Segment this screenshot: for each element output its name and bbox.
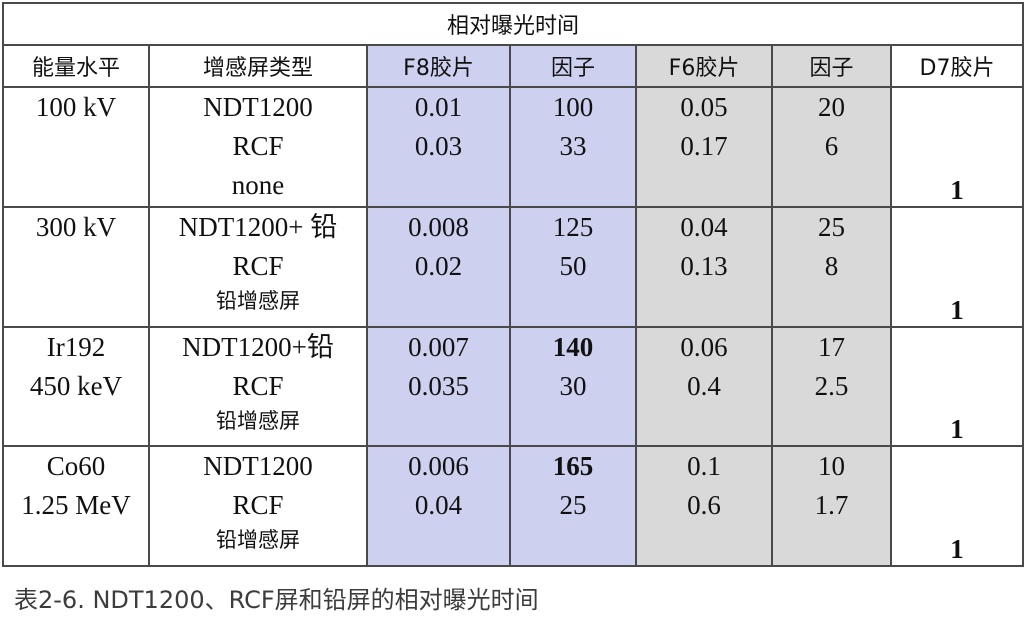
header-f8-factor: 因子 bbox=[509, 44, 637, 88]
f8-factor-cell: 140 30 bbox=[509, 325, 637, 448]
exposure-table: 相对曝光时间 能量水平 增感屏类型 F8胶片 因子 F6胶片 因子 D7胶片 1… bbox=[1, 2, 1024, 567]
f6-value: 0.4 bbox=[687, 370, 721, 401]
f8-value: 0.02 bbox=[414, 250, 463, 281]
table-title: 相对曝光时间 bbox=[1, 2, 1024, 46]
f8-value: 0.006 bbox=[408, 451, 469, 482]
energy-level-line: Co60 bbox=[46, 451, 106, 482]
f6-value-cell: 0.1 0.6 bbox=[635, 445, 773, 567]
table-row: 300 kV NDT1200+ 铅 RCF 铅增感屏 0.008 0.02 12… bbox=[2, 205, 1024, 328]
f6-factor: 17 bbox=[818, 331, 845, 362]
d7-value-cell: 1 bbox=[889, 445, 1024, 567]
f8-factor: 25 bbox=[559, 490, 587, 521]
screen-type-cell: NDT1200 RCF 铅增感屏 bbox=[148, 445, 368, 567]
f6-value: 0.06 bbox=[680, 331, 728, 362]
screen-type-cell: NDT1200 RCF none bbox=[148, 86, 368, 208]
energy-level-line: 300 kV bbox=[35, 211, 117, 242]
f8-value-cell: 0.007 0.035 bbox=[366, 325, 511, 448]
energy-level-cell: Co60 1.25 MeV bbox=[2, 445, 150, 567]
d7-value-cell: 1 bbox=[889, 325, 1024, 448]
f8-value-cell: 0.006 0.04 bbox=[366, 445, 511, 567]
f8-factor: 50 bbox=[559, 250, 587, 281]
energy-level-cell: 300 kV bbox=[2, 205, 150, 328]
d7-value-cell: 1 bbox=[889, 205, 1024, 328]
header-f6-film: F6胶片 bbox=[635, 44, 773, 88]
f6-value: 0.04 bbox=[680, 211, 728, 242]
header-f8-film: F8胶片 bbox=[366, 44, 511, 88]
screen-type-line: RCF bbox=[232, 131, 284, 161]
energy-level-line: Ir192 bbox=[46, 331, 106, 362]
header-energy-level: 能量水平 bbox=[2, 44, 150, 88]
table-row: Co60 1.25 MeV NDT1200 RCF 铅增感屏 0.006 0.0… bbox=[2, 445, 1024, 567]
f6-value: 0.6 bbox=[687, 490, 721, 521]
f8-value: 0.008 bbox=[408, 211, 469, 242]
table-row: Ir192 450 keV NDT1200+铅 RCF 铅增感屏 0.007 0… bbox=[2, 325, 1024, 448]
f8-value-cell: 0.008 0.02 bbox=[366, 205, 511, 328]
table-caption: 表2-6. NDT1200、RCF屏和铅屏的相对曝光时间 bbox=[14, 586, 539, 614]
d7-value-cell: 1 bbox=[889, 86, 1024, 208]
screen-type-line: NDT1200+ 铅 bbox=[178, 211, 338, 242]
f6-factor-cell: 25 8 bbox=[771, 205, 892, 328]
screen-type-cell: NDT1200+铅 RCF 铅增感屏 bbox=[148, 325, 368, 448]
f6-factor-cell: 20 6 bbox=[771, 86, 892, 208]
f8-value: 0.01 bbox=[414, 92, 463, 122]
f6-factor: 8 bbox=[824, 250, 839, 281]
header-row: 能量水平 增感屏类型 F8胶片 因子 F6胶片 因子 D7胶片 bbox=[2, 44, 1024, 88]
header-f6-factor: 因子 bbox=[771, 44, 892, 88]
f6-value-cell: 0.06 0.4 bbox=[635, 325, 773, 448]
f8-factor: 100 bbox=[552, 92, 594, 122]
header-screen-type: 增感屏类型 bbox=[148, 44, 368, 88]
screen-type-line: 铅增感屏 bbox=[216, 528, 300, 553]
screen-type-line: RCF bbox=[232, 490, 284, 521]
energy-level-cell: Ir192 450 keV bbox=[2, 325, 150, 448]
screen-type-line: NDT1200+铅 bbox=[182, 331, 334, 362]
f8-factor-cell: 100 33 bbox=[509, 86, 637, 208]
f6-value: 0.05 bbox=[680, 92, 728, 122]
screen-type-cell: NDT1200+ 铅 RCF 铅增感屏 bbox=[148, 205, 368, 328]
f8-value: 0.007 bbox=[408, 331, 469, 362]
f8-factor: 165 bbox=[552, 451, 594, 482]
f6-factor: 10 bbox=[818, 451, 845, 482]
f6-value: 0.1 bbox=[687, 451, 721, 482]
screen-type-line: NDT1200 bbox=[203, 451, 313, 482]
f8-value: 0.04 bbox=[414, 490, 463, 521]
f6-value: 0.13 bbox=[680, 250, 728, 281]
f6-factor: 6 bbox=[824, 131, 839, 161]
energy-level-line: 450 keV bbox=[29, 370, 123, 401]
f8-value-cell: 0.01 0.03 bbox=[366, 86, 511, 208]
f6-value-cell: 0.04 0.13 bbox=[635, 205, 773, 328]
f6-value-cell: 0.05 0.17 bbox=[635, 86, 773, 208]
screen-type-line: 铅增感屏 bbox=[216, 288, 300, 313]
energy-level-line: 100 kV bbox=[35, 92, 117, 122]
f8-factor: 125 bbox=[552, 211, 594, 242]
screen-type-line: RCF bbox=[232, 250, 284, 281]
f6-factor: 2.5 bbox=[814, 370, 849, 401]
f6-factor: 25 bbox=[818, 211, 845, 242]
screen-type-line: RCF bbox=[232, 370, 284, 401]
f8-value: 0.03 bbox=[414, 131, 463, 161]
f8-factor: 30 bbox=[559, 370, 587, 401]
table-row: 100 kV NDT1200 RCF none 0.01 0.03 100 33… bbox=[2, 86, 1024, 208]
energy-level-cell: 100 kV bbox=[2, 86, 150, 208]
f6-factor: 20 bbox=[818, 92, 845, 122]
f6-value: 0.17 bbox=[680, 131, 728, 161]
screen-type-line: NDT1200 bbox=[203, 92, 313, 122]
f8-factor: 140 bbox=[552, 331, 594, 362]
f6-factor-cell: 17 2.5 bbox=[771, 325, 892, 448]
f8-factor-cell: 125 50 bbox=[509, 205, 637, 328]
energy-level-line: 1.25 MeV bbox=[21, 490, 131, 521]
screen-type-line: 铅增感屏 bbox=[216, 408, 300, 433]
header-d7-film: D7胶片 bbox=[889, 44, 1024, 88]
f8-value: 0.035 bbox=[408, 370, 469, 401]
f8-factor-cell: 165 25 bbox=[509, 445, 637, 567]
f6-factor-cell: 10 1.7 bbox=[771, 445, 892, 567]
screen-type-line: none bbox=[231, 170, 285, 200]
f8-factor: 33 bbox=[559, 131, 587, 161]
f6-factor: 1.7 bbox=[814, 490, 849, 521]
